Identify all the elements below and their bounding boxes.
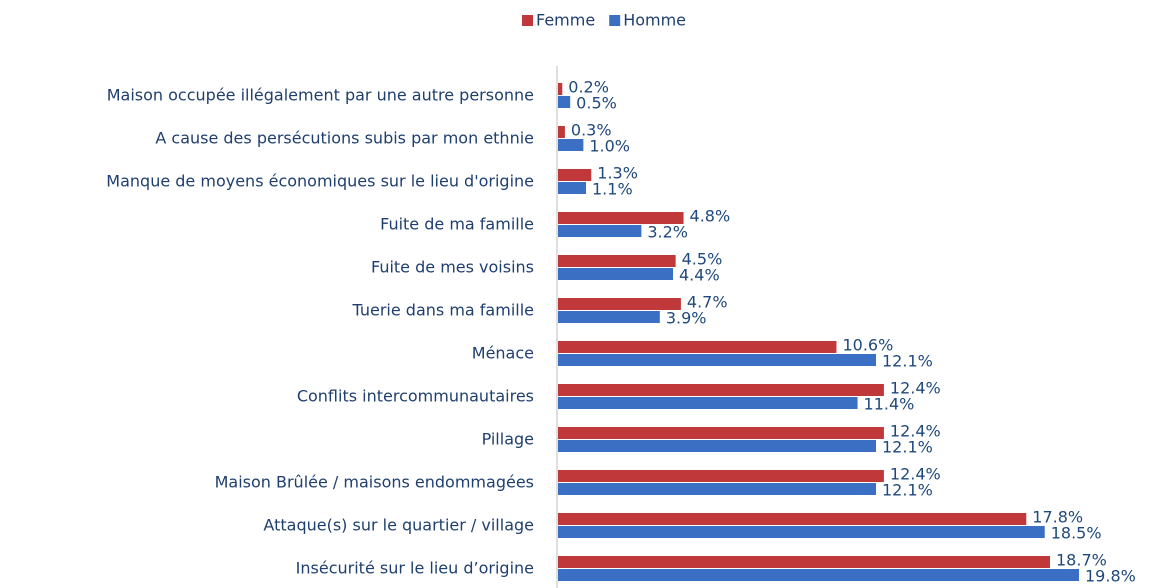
bar	[558, 397, 858, 409]
legend-label: Femme	[536, 11, 595, 30]
bar	[558, 440, 876, 452]
bar	[558, 169, 592, 181]
value-label: 12.4%	[890, 465, 941, 484]
bar	[558, 483, 876, 495]
category-label: Conflits intercommunautaires	[297, 387, 534, 406]
category-label: Insécurité sur le lieu d’origine	[296, 559, 534, 578]
value-label: 19.8%	[1085, 567, 1136, 586]
bar	[558, 569, 1079, 581]
bar	[558, 225, 642, 237]
bar	[558, 83, 563, 95]
value-label: 4.4%	[679, 266, 720, 285]
value-label: 0.5%	[576, 94, 617, 113]
category-label: Ménace	[472, 344, 534, 363]
value-label: 1.0%	[589, 137, 630, 156]
category-label: Fuite de ma famille	[380, 215, 534, 234]
bar	[558, 526, 1045, 538]
bar	[558, 268, 673, 280]
value-label: 4.8%	[690, 207, 731, 226]
value-label: 12.1%	[882, 438, 933, 457]
value-label: 4.5%	[682, 250, 723, 269]
value-label: 0.3%	[571, 121, 612, 140]
value-label: 3.2%	[647, 223, 688, 242]
bar	[558, 556, 1050, 568]
legend-swatch	[609, 15, 621, 26]
bar	[558, 384, 884, 396]
bar	[558, 139, 584, 151]
bar	[558, 311, 660, 323]
value-label: 0.2%	[568, 78, 609, 97]
value-label: 12.1%	[882, 481, 933, 500]
category-label: Tuerie dans ma famille	[352, 301, 534, 320]
value-label: 12.1%	[882, 352, 933, 371]
value-label: 11.4%	[864, 395, 915, 414]
bar	[558, 126, 565, 138]
bar	[558, 341, 837, 353]
category-label: Fuite de mes voisins	[371, 258, 534, 277]
value-label: 18.5%	[1051, 524, 1102, 543]
bar	[558, 513, 1027, 525]
value-label: 18.7%	[1056, 551, 1107, 570]
value-label: 10.6%	[842, 336, 893, 355]
value-label: 3.9%	[666, 309, 707, 328]
bar	[558, 255, 676, 267]
legend-label: Homme	[623, 11, 686, 30]
category-label: Manque de moyens économiques sur le lieu…	[106, 172, 534, 191]
value-label: 17.8%	[1032, 508, 1083, 527]
value-label: 4.7%	[687, 293, 728, 312]
bar	[558, 298, 681, 310]
bar	[558, 96, 571, 108]
category-label: Attaque(s) sur le quartier / village	[263, 516, 534, 535]
value-label: 1.3%	[597, 164, 638, 183]
bar	[558, 182, 586, 194]
category-label: Maison occupée illégalement par une autr…	[107, 86, 534, 105]
category-label: Maison Brûlée / maisons endommagées	[215, 473, 534, 492]
bar	[558, 212, 684, 224]
value-label: 1.1%	[592, 180, 633, 199]
bar	[558, 354, 876, 366]
category-label: Pillage	[482, 430, 534, 449]
bar	[558, 470, 884, 482]
legend-swatch	[522, 15, 533, 26]
bar	[558, 427, 884, 439]
value-label: 12.4%	[890, 422, 941, 441]
category-label: A cause des persécutions subis par mon e…	[155, 129, 534, 148]
value-label: 12.4%	[890, 379, 941, 398]
